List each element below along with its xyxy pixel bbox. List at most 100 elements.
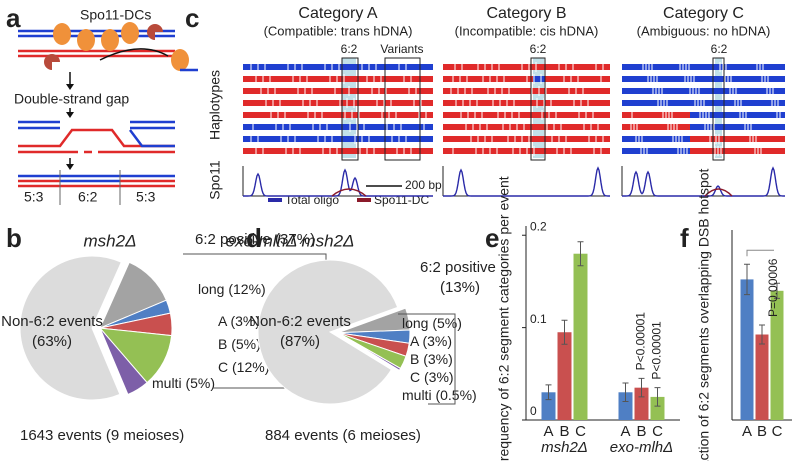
x-tick-label: B (757, 423, 767, 440)
pie-label: A (3%) (410, 333, 452, 349)
value-label: (3%) (424, 369, 454, 385)
pie-label: C (12%) (218, 359, 269, 375)
total-oligo (443, 166, 611, 197)
pie-label: Non-6:2 events (249, 313, 351, 330)
value-label: (63%) (32, 333, 72, 350)
x-tick-label: A (543, 423, 553, 440)
annotation: 6:2 positive (420, 259, 496, 276)
spo11-dc (331, 188, 367, 197)
haplotype (622, 88, 785, 94)
haplotype (243, 88, 433, 94)
annotation: P=0.00006 (766, 258, 780, 317)
haplotype (443, 64, 610, 70)
haplotype (443, 76, 533, 82)
value-label: (0.5%) (435, 387, 476, 403)
category-label: A (218, 313, 228, 329)
box (341, 57, 359, 161)
annotation: P<0.00001 (650, 321, 664, 380)
pie-slice (19, 255, 122, 401)
pie-label: long (12%) (198, 281, 266, 297)
label: Double-strand gap (14, 91, 129, 107)
x-tick-label: A (742, 423, 752, 440)
error-bar (774, 282, 780, 299)
pie-title: exo-mlhΔ msh2Δ (226, 231, 355, 250)
panel-letter: c (185, 3, 199, 33)
box-label: 6:2 (530, 42, 547, 56)
segment: 6:2 (78, 189, 98, 205)
pie-title: msh2Δ (84, 231, 137, 250)
y-tick-label: 0 (530, 404, 537, 418)
box-label: 6:2 (341, 42, 358, 56)
highlight (533, 58, 544, 158)
legend-label: Spo11-DC (374, 193, 429, 207)
annotation: (13%) (440, 279, 480, 296)
haplotype (443, 124, 610, 130)
diagram-a: Spo11-DCs Double-strand gap 5:3 6:2 5:3 (14, 7, 198, 205)
pie-slice (99, 327, 148, 396)
category-label: long (198, 281, 224, 297)
x-tick-label: C (575, 423, 586, 440)
y-axis-label: Fraction of 6:2 segments overlapping DSB… (696, 168, 712, 461)
pie-label: long (5%) (402, 315, 462, 331)
segment: 5:3 (136, 189, 156, 205)
bar (740, 279, 754, 420)
haplotype (243, 112, 433, 118)
category-label: B (218, 336, 227, 352)
y-tick-label: 0.2 (530, 219, 547, 233)
annotation: P<0.00001 (634, 312, 648, 371)
panel-letter: d (246, 223, 262, 253)
x-tick-label: B (636, 423, 646, 440)
value-label: (5%) (185, 375, 215, 391)
x-tick-label: B (559, 423, 569, 440)
pie-label: multi (5%) (152, 375, 215, 391)
legend-swatch (357, 198, 371, 202)
segment: 5:3 (24, 189, 44, 205)
category-label: A (410, 333, 420, 349)
value-label: (5%) (231, 336, 261, 352)
group-label: msh2Δ (541, 439, 588, 456)
error-bar (561, 319, 568, 345)
block-title: Category A (298, 5, 377, 22)
bracket (398, 313, 456, 405)
pie-slice (337, 332, 402, 372)
haplotype (690, 112, 785, 118)
box (384, 57, 421, 161)
panel-letter: f (680, 223, 689, 253)
legend-swatch (268, 198, 282, 202)
error-bar (744, 263, 750, 296)
category-label: multi (152, 375, 182, 391)
haplotype (443, 136, 610, 142)
total-oligo (243, 168, 433, 197)
block-subtitle: (Ambiguous: no hDNA) (637, 23, 771, 38)
panel-letter: a (6, 3, 21, 33)
value-label: (87%) (280, 333, 320, 350)
block-subtitle: (Compatible: trans hDNA) (264, 23, 413, 38)
haplotype (690, 136, 785, 142)
haplotype (443, 112, 610, 118)
haplotype (243, 64, 433, 70)
bar (618, 392, 633, 420)
pie-label: B (3%) (410, 351, 453, 367)
pie-label: Non-6:2 events (1, 313, 103, 330)
haplotype (243, 76, 433, 82)
haplotype (243, 124, 433, 130)
category-label: multi (402, 387, 432, 403)
haplotype (622, 64, 785, 70)
total-oligo (622, 166, 786, 197)
pie-label: B (5%) (218, 336, 261, 352)
error-bar (577, 241, 584, 267)
annotation: 6:2 positive (37%) (195, 231, 315, 248)
block-title: Category B (486, 5, 566, 22)
bar (557, 332, 572, 420)
bar (770, 290, 784, 420)
box (530, 57, 546, 161)
pie-label: A (3%) (218, 313, 260, 329)
error-bar (759, 324, 765, 345)
error-bar (622, 382, 629, 403)
x-tick-label: C (772, 423, 783, 440)
footnote: 1643 events (9 meioses) (20, 427, 184, 444)
bar (573, 253, 588, 420)
category-label: B (410, 351, 419, 367)
x-tick-label: C (652, 423, 663, 440)
value-label: (3%) (423, 351, 453, 367)
